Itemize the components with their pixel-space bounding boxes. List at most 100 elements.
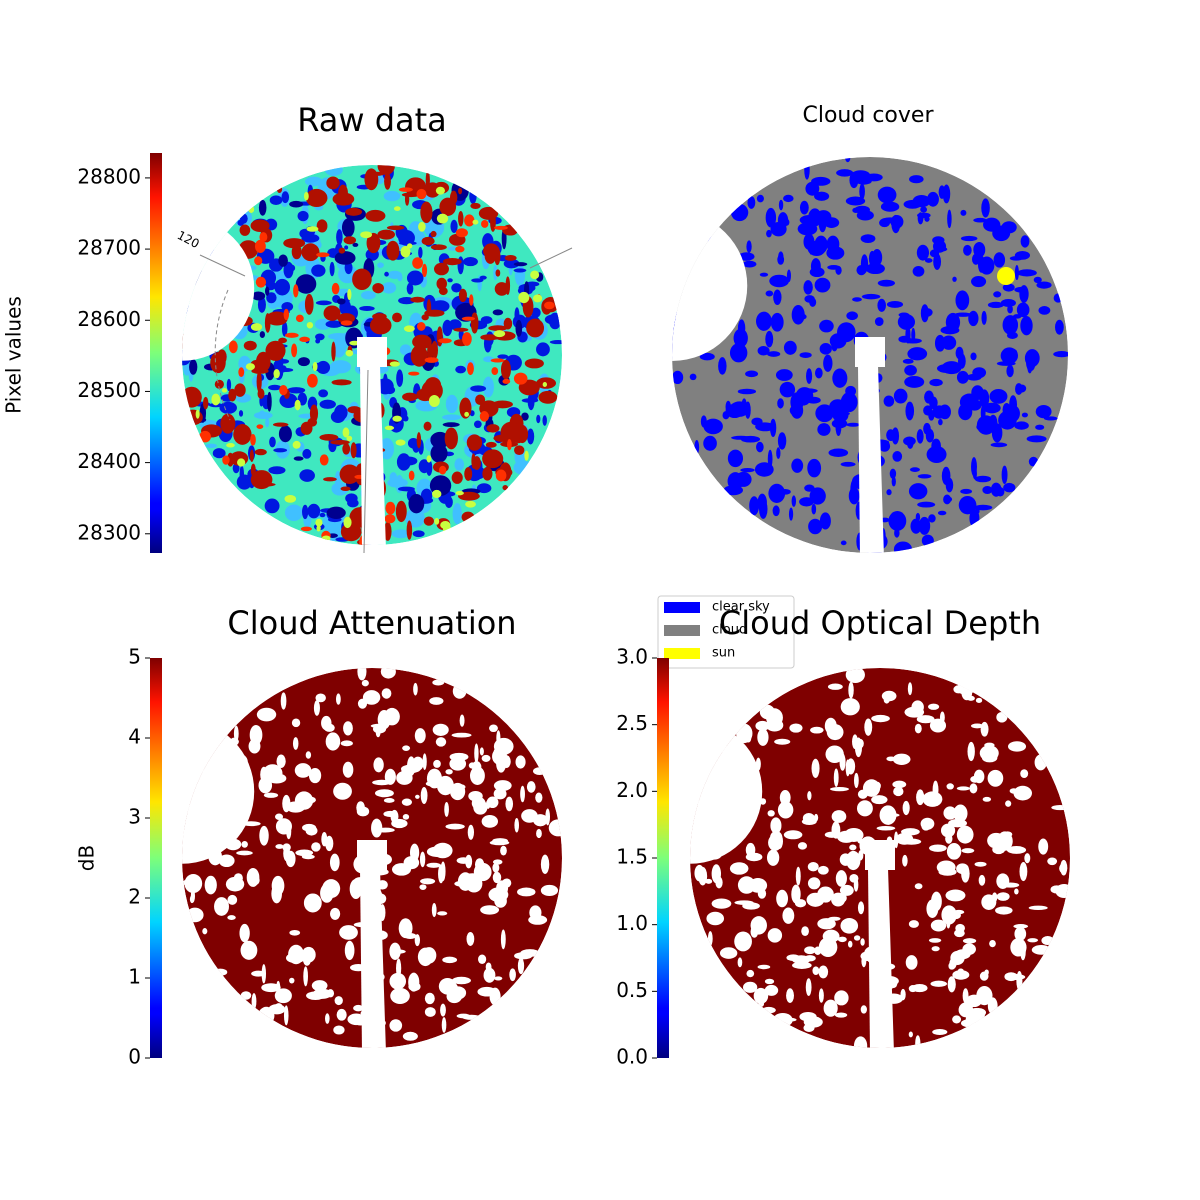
azimuth-line xyxy=(529,247,573,269)
texture-blob xyxy=(857,901,865,915)
texture-blob xyxy=(372,283,384,294)
texture-blob xyxy=(449,752,469,762)
texture-blob xyxy=(689,373,697,381)
texture-blob xyxy=(946,496,953,502)
texture-blob xyxy=(472,766,481,777)
texture-blob xyxy=(942,184,951,204)
texture-blob xyxy=(824,831,840,838)
texture-blob xyxy=(740,468,755,473)
texture-blob xyxy=(374,789,394,798)
texture-blob xyxy=(303,966,309,987)
texture-blob xyxy=(993,252,1006,268)
texture-blob xyxy=(331,379,352,386)
texture-blob xyxy=(333,782,352,800)
texture-blob xyxy=(1050,885,1063,894)
texture-blob xyxy=(249,724,263,745)
texture-blob xyxy=(397,273,403,282)
texture-blob xyxy=(417,947,433,967)
texture-blob xyxy=(929,396,938,410)
texture-blob xyxy=(275,818,292,835)
texture-blob xyxy=(917,474,932,479)
texture-blob xyxy=(808,518,823,535)
texture-blob xyxy=(738,252,755,261)
texture-blob xyxy=(974,475,992,483)
texture-blob xyxy=(981,310,987,325)
texture-blob xyxy=(904,706,925,718)
texture-blob xyxy=(392,312,402,323)
image-body xyxy=(182,165,562,545)
texture-blob xyxy=(876,826,896,831)
texture-blob xyxy=(413,682,418,696)
texture-blob xyxy=(421,236,435,246)
texture-blob xyxy=(767,449,773,469)
texture-blob xyxy=(243,340,257,351)
texture-blob xyxy=(777,1017,797,1022)
texture-blob xyxy=(289,977,295,984)
texture-blob xyxy=(745,734,752,743)
texture-blob xyxy=(333,1025,345,1035)
texture-blob xyxy=(445,769,453,775)
texture-blob xyxy=(737,876,756,894)
texture-blob xyxy=(854,737,863,758)
texture-blob xyxy=(315,518,323,527)
texture-blob xyxy=(923,422,931,435)
texture-blob xyxy=(803,1023,815,1032)
texture-blob xyxy=(477,986,497,997)
texture-blob xyxy=(930,980,948,987)
texture-blob xyxy=(880,201,900,212)
texture-blob xyxy=(311,980,328,992)
texture-blob xyxy=(239,224,251,236)
texture-blob xyxy=(783,340,797,355)
colorbar-tick-label: 0 xyxy=(128,1045,141,1069)
texture-blob xyxy=(852,207,860,213)
texture-blob xyxy=(515,755,526,769)
texture-blob xyxy=(929,718,947,733)
texture-blob xyxy=(783,830,803,840)
texture-blob xyxy=(345,207,363,216)
texture-blob xyxy=(909,467,920,472)
texture-blob xyxy=(436,277,447,290)
texture-blob xyxy=(334,996,343,1006)
texture-blob xyxy=(386,240,400,261)
texture-blob xyxy=(340,486,351,491)
texture-blob xyxy=(492,400,513,409)
texture-blob xyxy=(819,343,832,355)
texture-blob xyxy=(809,487,826,505)
meridian-line xyxy=(363,369,369,554)
texture-blob xyxy=(467,824,475,840)
texture-blob xyxy=(932,236,945,245)
texture-blob xyxy=(459,714,465,727)
texture-blob xyxy=(182,409,203,426)
texture-blob xyxy=(248,205,255,213)
texture-blob xyxy=(377,262,384,268)
texture-blob xyxy=(240,940,258,960)
texture-blob xyxy=(734,931,752,952)
texture-blob xyxy=(202,928,208,935)
texture-blob xyxy=(778,199,784,211)
texture-blob xyxy=(542,415,547,426)
mask-notch xyxy=(672,210,748,361)
texture-blob xyxy=(953,804,968,823)
texture-blob xyxy=(1001,465,1008,485)
texture-blob xyxy=(886,489,892,496)
texture-blob xyxy=(430,244,447,251)
texture-blob xyxy=(1015,383,1023,395)
texture-blob xyxy=(764,984,779,996)
texture-blob xyxy=(380,668,396,679)
texture-blob xyxy=(478,954,487,964)
texture-blob xyxy=(768,483,786,503)
texture-blob xyxy=(300,526,312,532)
texture-blob xyxy=(699,352,715,361)
texture-blob xyxy=(956,786,970,791)
texture-blob xyxy=(472,219,479,225)
texture-blob xyxy=(489,724,498,733)
texture-blob xyxy=(492,748,507,765)
texture-blob xyxy=(513,268,527,273)
colorbar-tick-label: 28400 xyxy=(77,449,141,473)
texture-blob xyxy=(991,423,1003,443)
texture-blob xyxy=(340,740,353,747)
texture-blob xyxy=(836,411,850,416)
texture-blob xyxy=(452,683,467,699)
texture-blob xyxy=(319,399,336,409)
texture-blob xyxy=(339,925,358,940)
